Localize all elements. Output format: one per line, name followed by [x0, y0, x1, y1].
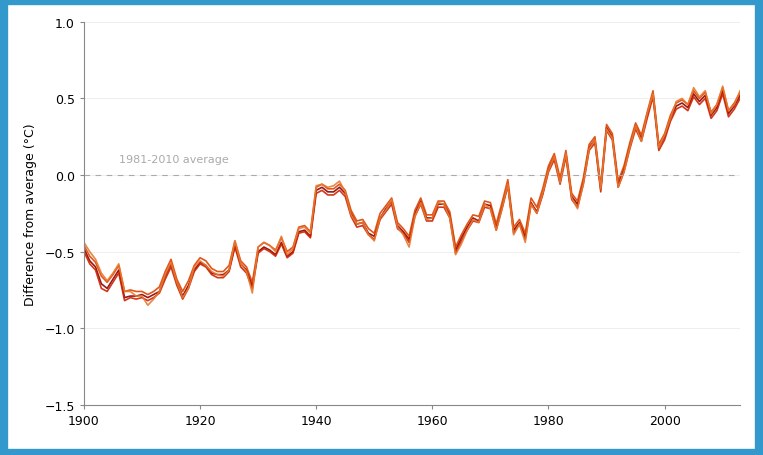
- Text: 1981-2010 average: 1981-2010 average: [119, 155, 229, 165]
- Y-axis label: Difference from average (°C): Difference from average (°C): [24, 123, 37, 305]
